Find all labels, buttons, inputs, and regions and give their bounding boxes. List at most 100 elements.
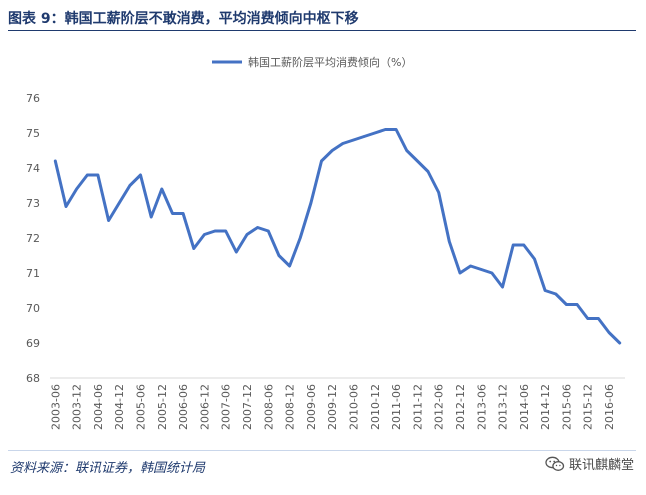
data-point: [543, 289, 547, 292]
x-tick-label: 2015-12: [582, 384, 595, 430]
x-tick-label: 2009-12: [326, 384, 339, 430]
watermark-label: 联讯麒麟堂: [568, 458, 634, 473]
data-point: [331, 149, 334, 152]
x-tick-label: 2010-12: [369, 384, 382, 430]
wechat-icon: [545, 456, 565, 471]
data-point: [320, 159, 323, 163]
x-tick-label: 2005-12: [156, 384, 169, 430]
data-point: [341, 142, 344, 145]
data-point: [426, 170, 430, 173]
title-divider: [8, 30, 636, 31]
x-tick-label: 2014-06: [518, 384, 531, 430]
data-point: [565, 303, 568, 306]
data-point: [618, 341, 621, 345]
data-point: [469, 264, 472, 268]
data-point: [575, 303, 579, 306]
data-point: [394, 128, 398, 131]
y-tick-label: 69: [26, 337, 40, 350]
data-point: [235, 250, 238, 254]
data-point: [448, 240, 451, 243]
x-tick-label: 2015-06: [560, 384, 573, 430]
series-line: [53, 128, 622, 345]
x-tick-label: 2003-12: [71, 384, 84, 430]
y-tick-label: 71: [26, 267, 40, 280]
data-point: [607, 331, 611, 334]
data-point: [139, 173, 142, 177]
x-tick-label: 2008-06: [262, 384, 275, 430]
data-point: [522, 243, 525, 247]
footer-divider: [8, 450, 636, 451]
data-point: [405, 149, 408, 152]
x-tick-label: 2009-06: [305, 384, 318, 430]
y-tick-label: 73: [26, 197, 40, 210]
data-point: [416, 159, 419, 163]
y-tick-label: 75: [26, 127, 40, 140]
data-point: [458, 271, 462, 275]
x-tick-label: 2006-12: [198, 384, 211, 430]
data-point: [352, 138, 355, 142]
data-point: [192, 247, 195, 250]
data-point: [171, 212, 174, 215]
y-tick-label: 74: [26, 162, 40, 175]
y-tick-label: 70: [26, 302, 40, 315]
data-point: [554, 292, 557, 296]
data-point: [597, 317, 600, 320]
data-point: [256, 226, 259, 229]
data-point: [64, 205, 68, 208]
data-point: [118, 201, 121, 205]
data-point: [245, 233, 249, 236]
x-tick-label: 2016-06: [603, 384, 616, 430]
data-point: [181, 212, 185, 215]
source-note: 资料来源：联讯证券，韩国统计局: [10, 461, 206, 476]
data-point: [288, 264, 291, 268]
x-tick-label: 2004-12: [113, 384, 126, 430]
x-tick-label: 2007-12: [241, 384, 254, 430]
x-tick-label: 2008-12: [284, 384, 297, 430]
data-point: [54, 159, 57, 163]
y-tick-label: 76: [26, 92, 40, 105]
legend-label: 韩国工薪阶层平均消费倾向（%）: [248, 55, 412, 69]
data-point: [480, 268, 483, 271]
data-point: [309, 201, 313, 205]
x-tick-label: 2013-12: [497, 384, 510, 430]
data-point: [277, 254, 281, 257]
data-point: [160, 187, 163, 191]
data-point: [384, 128, 387, 131]
x-tick-label: 2007-06: [220, 384, 233, 430]
line-chart: 68 69 70 71 72 73 74 75 76 2003-06 2003-12 2004-06 2…: [26, 55, 625, 430]
data-point: [86, 173, 89, 177]
x-tick-label: 2013-06: [475, 384, 488, 430]
data-point: [128, 184, 132, 187]
x-tick-label: 2004-06: [92, 384, 105, 430]
x-tick-label: 2011-06: [390, 384, 403, 430]
x-tick-label: 2012-06: [433, 384, 446, 430]
data-point: [213, 229, 217, 233]
x-tick-label: 2005-06: [135, 384, 148, 430]
data-point: [150, 215, 153, 219]
x-tick-label: 2010-06: [347, 384, 360, 430]
data-point: [533, 257, 536, 261]
data-point: [373, 131, 376, 135]
data-point: [107, 219, 110, 222]
x-tick-label: 2011-12: [411, 384, 424, 430]
data-point: [586, 317, 589, 320]
data-point: [490, 271, 494, 275]
watermark: 联讯麒麟堂: [545, 454, 634, 473]
data-point: [362, 135, 366, 138]
data-point: [437, 191, 440, 194]
data-point: [224, 229, 227, 233]
x-tick-label: 2012-12: [454, 384, 467, 430]
data-point: [267, 229, 270, 233]
y-tick-label: 68: [26, 372, 40, 385]
x-tick-label: 2006-06: [177, 384, 190, 430]
data-point: [96, 173, 100, 177]
data-point: [299, 236, 302, 240]
x-tick-label: 2014-12: [539, 384, 552, 430]
data-point: [203, 233, 206, 236]
x-tick-label: 2003-06: [49, 384, 62, 430]
data-point: [512, 243, 515, 247]
figure-title: 图表 9：韩国工薪阶层不敢消费，平均消费倾向中枢下移: [8, 11, 359, 27]
data-point: [75, 187, 78, 191]
y-tick-label: 72: [26, 232, 40, 245]
data-point: [501, 285, 504, 289]
